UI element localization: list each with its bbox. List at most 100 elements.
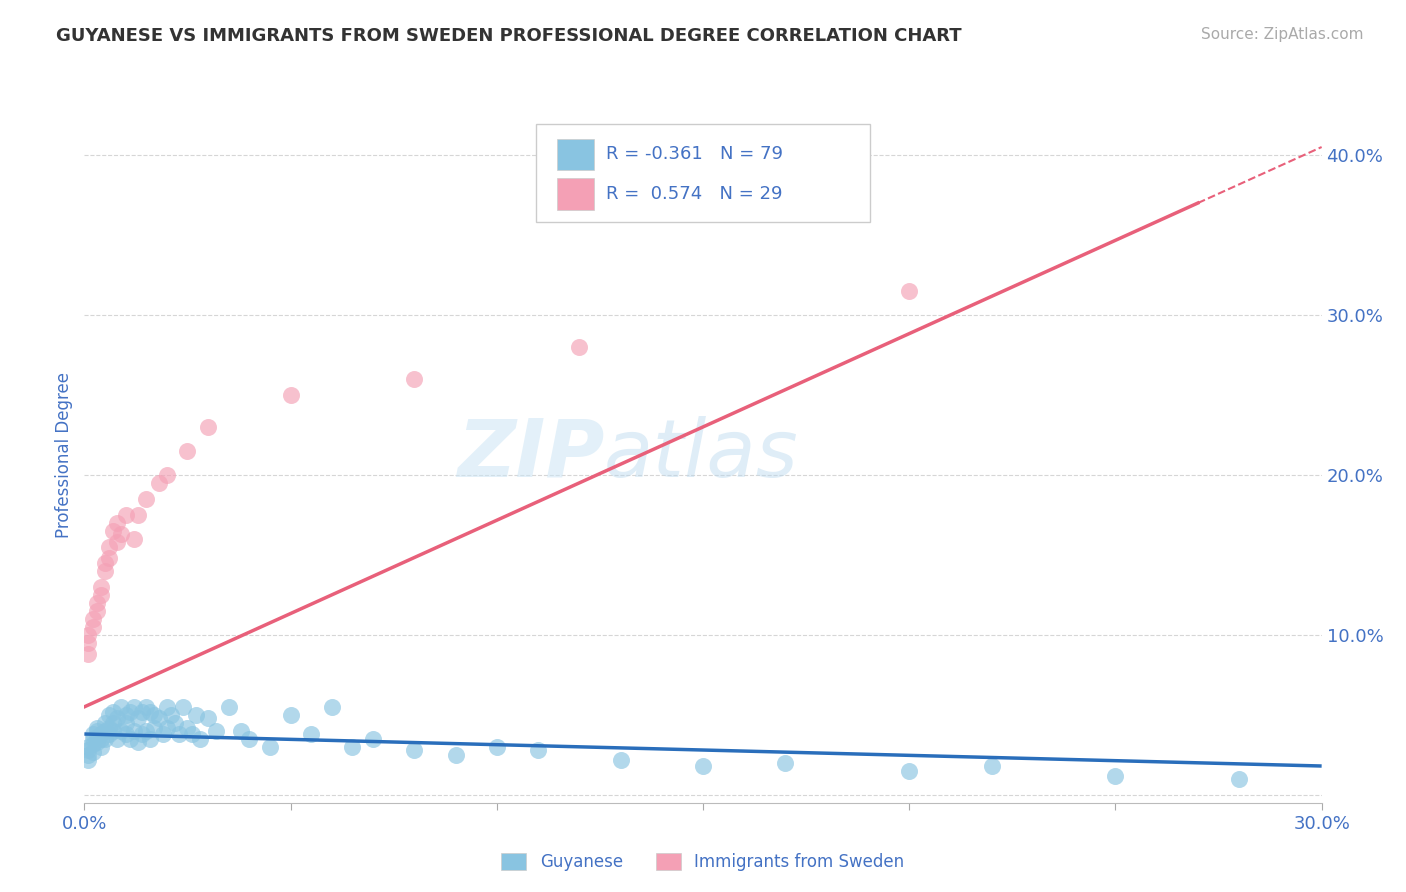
Point [404,743,426,757]
Y-axis label: Professional Degree: Professional Degree [55,372,73,538]
Point [98,721,121,735]
Point [259,739,281,754]
Point [238,731,260,746]
Point [980,759,1002,773]
Point [94,723,117,738]
Point [86,735,108,749]
Point [110,527,132,541]
Point [139,731,162,746]
Point [86,730,108,744]
Point [165,715,187,730]
Point [280,388,302,402]
Point [898,764,921,778]
Point [321,699,343,714]
Point [98,551,121,566]
Point [139,705,162,719]
Point [156,699,179,714]
Point [692,759,714,773]
Point [205,723,228,738]
Point [77,636,100,650]
Point [122,699,145,714]
Point [90,731,112,746]
Point [105,731,128,746]
Point [105,535,128,549]
Point [135,699,157,714]
Point [342,739,364,754]
Point [229,723,252,738]
Point [82,737,104,751]
Point [122,532,145,546]
Point [180,727,202,741]
Point [114,707,136,722]
Point [86,604,108,618]
Point [404,372,426,386]
Point [118,731,141,746]
Point [1227,772,1250,786]
Point [77,747,100,762]
Point [148,475,170,490]
Point [82,745,104,759]
Point [135,491,157,506]
Point [110,699,132,714]
Point [197,711,219,725]
Point [148,711,170,725]
Point [609,753,631,767]
Point [485,739,508,754]
Point [135,723,157,738]
Point [188,731,211,746]
Point [218,699,240,714]
Point [105,711,128,725]
Point [98,727,121,741]
Bar [557,138,595,170]
Point [90,739,112,754]
Point [90,588,112,602]
Text: R = -0.361   N = 79: R = -0.361 N = 79 [606,145,783,163]
Point [127,508,149,522]
Point [86,721,108,735]
Text: Source: ZipAtlas.com: Source: ZipAtlas.com [1201,27,1364,42]
Point [167,727,190,741]
Point [82,620,104,634]
Point [105,516,128,530]
Text: R =  0.574   N = 29: R = 0.574 N = 29 [606,185,783,203]
Point [152,727,174,741]
Point [143,721,166,735]
Point [110,723,132,738]
Point [131,727,153,741]
Point [299,727,322,741]
Point [77,743,100,757]
Point [86,723,108,738]
Point [86,596,108,610]
Point [122,723,145,738]
Point [527,743,550,757]
Point [90,727,112,741]
Point [361,731,384,746]
Point [82,731,104,746]
Point [143,707,166,722]
Point [176,444,198,458]
Point [77,647,100,661]
Point [1104,769,1126,783]
Point [568,340,591,354]
Point [77,753,100,767]
Point [98,707,121,722]
Text: atlas: atlas [605,416,799,494]
Point [114,715,136,730]
Point [197,420,219,434]
Point [172,699,194,714]
Point [103,705,125,719]
Point [94,564,117,578]
Point [444,747,467,762]
Point [94,715,117,730]
Point [82,727,104,741]
Point [94,731,117,746]
Point [127,735,149,749]
Point [280,707,302,722]
Point [160,707,183,722]
Point [898,284,921,298]
Text: GUYANESE VS IMMIGRANTS FROM SWEDEN PROFESSIONAL DEGREE CORRELATION CHART: GUYANESE VS IMMIGRANTS FROM SWEDEN PROFE… [56,27,962,45]
Bar [557,178,595,210]
Point [176,721,198,735]
Point [103,715,125,730]
FancyBboxPatch shape [536,124,870,222]
